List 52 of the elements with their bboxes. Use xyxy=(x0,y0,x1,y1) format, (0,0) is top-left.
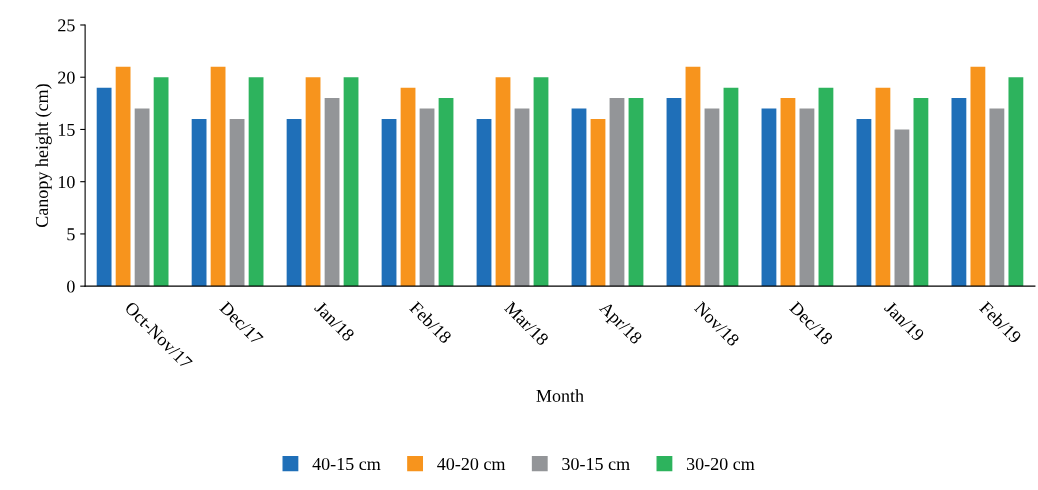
y-tick-label: 10 xyxy=(58,175,75,189)
bar xyxy=(609,98,625,287)
bar xyxy=(571,108,587,287)
bar xyxy=(951,98,967,287)
bar xyxy=(495,77,511,287)
bar xyxy=(476,119,492,287)
bar xyxy=(324,98,340,287)
bar xyxy=(286,119,302,287)
bar xyxy=(419,108,435,287)
y-tick-label: 25 xyxy=(58,19,75,32)
bar xyxy=(191,119,207,287)
legend-label: 40-15 cm xyxy=(312,457,381,471)
legend-label: 30-15 cm xyxy=(562,457,630,471)
y-tick-label: 5 xyxy=(67,228,75,241)
legend-label: 40-20 cm xyxy=(437,457,506,471)
bar xyxy=(153,77,169,287)
bar xyxy=(723,87,739,287)
bar xyxy=(666,98,682,287)
y-tick-label: 20 xyxy=(58,71,75,84)
bar xyxy=(210,66,226,287)
bar xyxy=(818,87,834,287)
bar xyxy=(343,77,359,287)
bar xyxy=(229,119,245,287)
x-axis-title: Month xyxy=(536,389,584,402)
bar xyxy=(894,129,910,287)
bar xyxy=(628,98,644,287)
bar xyxy=(96,87,112,287)
bar xyxy=(381,119,397,287)
bar xyxy=(799,108,815,287)
bar xyxy=(704,108,720,287)
bar xyxy=(438,98,454,287)
bar xyxy=(685,66,701,287)
bar xyxy=(761,108,777,287)
bar xyxy=(856,119,872,287)
y-tick-label: 15 xyxy=(58,123,75,136)
bar xyxy=(780,98,796,287)
legend-label: 30-20 cm xyxy=(686,457,755,471)
bar xyxy=(248,77,264,287)
bar xyxy=(134,108,150,287)
bar xyxy=(913,98,929,287)
bar xyxy=(115,66,131,287)
bar xyxy=(533,77,549,287)
bar xyxy=(875,87,891,287)
y-axis-title: Canopy height (cm) xyxy=(35,84,52,228)
bar xyxy=(400,87,416,287)
bar xyxy=(305,77,321,287)
y-tick-label: 0 xyxy=(67,280,75,293)
bar xyxy=(1008,77,1024,287)
bar xyxy=(989,108,1005,287)
bar xyxy=(970,66,986,287)
bar xyxy=(514,108,530,287)
bar xyxy=(590,119,606,287)
